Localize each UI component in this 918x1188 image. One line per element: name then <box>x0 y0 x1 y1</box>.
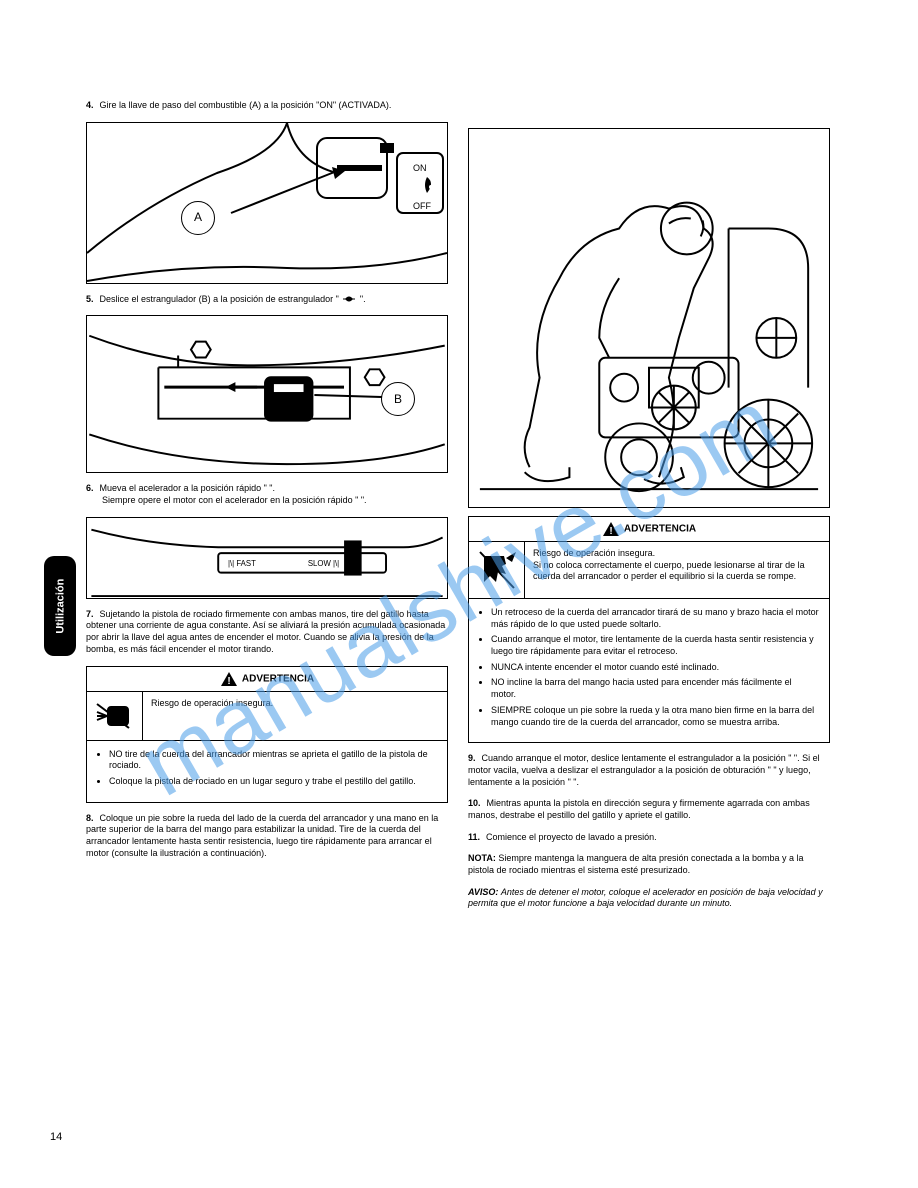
step-7-num: 7. <box>86 609 94 619</box>
warning-2-icon-cell <box>469 542 525 598</box>
warning-1-row: Riesgo de operación insegura. <box>87 692 447 741</box>
step-9-num: 9. <box>468 753 476 763</box>
nota-block: NOTA: Siempre mantenga la manguera de al… <box>468 853 830 876</box>
warning-1-label: ADVERTENCIA <box>242 673 314 684</box>
page-number: 14 <box>50 1130 62 1144</box>
aviso-block: AVISO: Antes de detener el motor, coloqu… <box>468 887 830 910</box>
step-8-text: Coloque un pie sobre la rueda del lado d… <box>86 813 438 858</box>
warning-1-bullets: NO tire de la cuerda del arrancador mien… <box>87 741 447 802</box>
warning-2-bullet: NUNCA intente encender el motor cuando e… <box>491 662 819 674</box>
side-tab: Utilización <box>44 556 76 656</box>
step-5-caption: 5. Deslice el estrangulador (B) a la posi… <box>86 294 448 306</box>
warning-2-bullet: Un retroceso de la cuerda del arrancador… <box>491 607 819 630</box>
svg-text:!: ! <box>609 526 612 537</box>
warning-2-bullets: Un retroceso de la cuerda del arrancador… <box>469 599 829 742</box>
left-column: 4. Gire la llave de paso del combustible … <box>86 100 448 869</box>
warning-2-bullet: NO incline la barra del mango hacia uste… <box>491 677 819 700</box>
step-8-num: 8. <box>86 813 94 823</box>
figure-throttle: |\| FAST SLOW |\| <box>86 517 448 599</box>
figure-fuel-valve: ON OFF A <box>86 122 448 284</box>
svg-text:!: ! <box>227 676 230 687</box>
warning-2-label: ADVERTENCIA <box>624 524 696 535</box>
figure-person-starting <box>468 128 830 508</box>
spray-hazard-icon <box>95 698 135 734</box>
right-column: ! ADVERTENCIA Riesgo de operación insegur… <box>468 100 830 920</box>
step-5-text: Deslice el estrangulador (B) a la posici… <box>100 294 339 304</box>
fuel-valve-svg: ON OFF <box>87 123 447 283</box>
figure-choke: B <box>86 315 448 473</box>
step-5-text2: ". <box>360 294 366 304</box>
warning-2-header: ! ADVERTENCIA <box>469 517 829 542</box>
step-5-num: 5. <box>86 294 94 304</box>
step-7: 7.Sujetando la pistola de rociado firmem… <box>86 609 448 656</box>
step-11: 11. Comience el proyecto de lavado a pres… <box>468 832 830 844</box>
warning-box-2: ! ADVERTENCIA Riesgo de operación insegur… <box>468 516 830 743</box>
warning-box-1: ! ADVERTENCIA Riesgo de operación insegur… <box>86 666 448 803</box>
step-6-caption: 6. Mueva el acelerador a la posición rápi… <box>86 483 448 506</box>
step-11-text: Comience el proyecto de lavado a presión… <box>486 832 657 842</box>
callout-a: A <box>181 201 215 235</box>
step-6-num: 6. <box>86 483 94 493</box>
svg-text:SLOW |\|: SLOW |\| <box>308 559 339 568</box>
step-9-text: Cuando arranque el motor, deslice lentam… <box>468 753 820 786</box>
svg-text:|\| FAST: |\| FAST <box>228 559 256 568</box>
kickback-hazard-icon <box>476 548 518 592</box>
step-7-text: Sujetando la pistola de rociado firmemen… <box>86 609 445 654</box>
choke-glyph-icon <box>341 294 357 304</box>
step-6-line1: Mueva el acelerador a la posición rápido… <box>100 483 276 493</box>
step-4-text: Gire la llave de paso del combustible (A… <box>100 100 392 110</box>
warning-triangle-icon: ! <box>602 521 620 537</box>
nota-label: NOTA: <box>468 853 496 863</box>
step-10: 10.Mientras apunta la pistola en direcci… <box>468 798 830 821</box>
warning-1-bullet: NO tire de la cuerda del arrancador mien… <box>109 749 437 772</box>
warning-2-bullet: SIEMPRE coloque un pie sobre la rueda y … <box>491 705 819 728</box>
svg-text:OFF: OFF <box>413 201 431 211</box>
warning-2-risk-l1: Riesgo de operación insegura. <box>533 548 821 560</box>
manual-page: manualshive.com Utilización 4.Gire la ll… <box>0 0 918 1188</box>
warning-2-bullet: Cuando arranque el motor, tire lentament… <box>491 634 819 657</box>
aviso-text: Antes de detener el motor, coloque el ac… <box>468 887 823 909</box>
svg-text:ON: ON <box>413 163 427 173</box>
step-4-caption: 4. Gire la llave de paso del combustible … <box>86 100 448 112</box>
throttle-svg: |\| FAST SLOW |\| <box>87 518 447 598</box>
step-11-num: 11. <box>468 832 480 842</box>
warning-1-icon-cell <box>87 692 143 740</box>
warning-triangle-icon: ! <box>220 671 238 687</box>
nota-text: Siempre mantenga la manguera de alta pre… <box>468 853 804 875</box>
person-starting-svg <box>469 129 829 507</box>
warning-1-risk: Riesgo de operación insegura. <box>143 692 447 740</box>
step-10-text: Mientras apunta la pistola en dirección … <box>468 798 810 820</box>
warning-2-risk-l2: Si no coloca correctamente el cuerpo, pu… <box>533 560 821 583</box>
step-9: 9.Cuando arranque el motor, deslice lent… <box>468 753 830 788</box>
step-8: 8.Coloque un pie sobre la rueda del lado… <box>86 813 448 860</box>
warning-1-header: ! ADVERTENCIA <box>87 667 447 692</box>
side-tab-label: Utilización <box>53 578 67 633</box>
warning-1-bullet: Coloque la pistola de rociado en un luga… <box>109 776 437 788</box>
warning-2-row: Riesgo de operación insegura. Si no colo… <box>469 542 829 599</box>
step-6-line2: Siempre opere el motor con el acelerador… <box>102 495 367 505</box>
aviso-label: AVISO: <box>468 887 498 897</box>
step-4-num: 4. <box>86 100 94 110</box>
warning-2-risk-cell: Riesgo de operación insegura. Si no colo… <box>525 542 829 598</box>
step-10-num: 10. <box>468 798 481 808</box>
